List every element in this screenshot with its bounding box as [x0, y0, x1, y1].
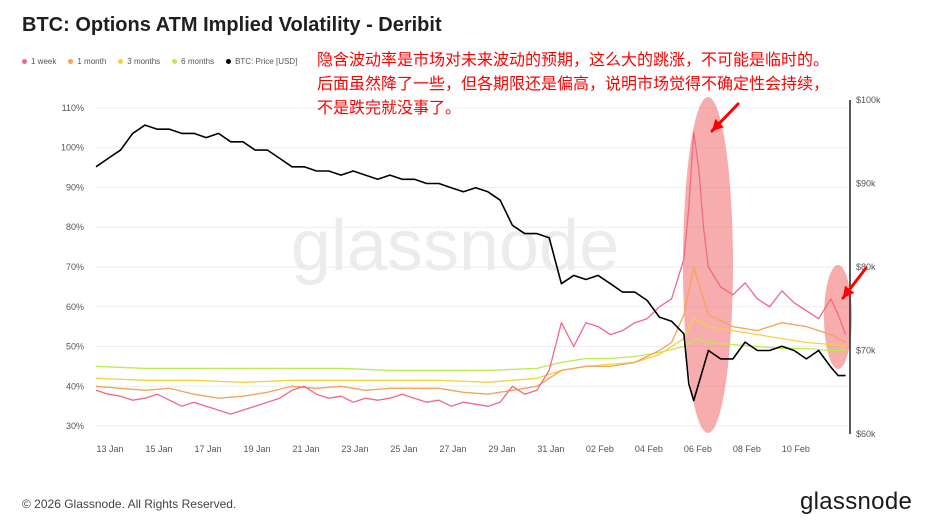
- highlight-ellipse: [824, 265, 852, 369]
- x-tick-label: 04 Feb: [635, 444, 663, 454]
- y-left-tick-label: 110%: [62, 103, 84, 113]
- watermark: glassnode: [291, 206, 619, 286]
- series-line: [95, 131, 847, 415]
- x-tick-label: 23 Jan: [341, 444, 368, 454]
- legend-dot-icon: [118, 59, 124, 64]
- legend-label: 3 months: [127, 57, 161, 66]
- legend-label: 6 months: [181, 57, 215, 66]
- legend-dot-icon: [22, 59, 27, 64]
- x-tick-label: 19 Jan: [243, 444, 270, 454]
- series-lines: [95, 124, 847, 415]
- legend-dot-icon: [68, 59, 74, 64]
- y-right-tick-label: $90k: [856, 179, 876, 189]
- y-axis-left-ticks: 30% 40% 50% 60% 70% 80% 90% 100% 110%: [61, 103, 84, 431]
- x-tick-label: 13 Jan: [96, 444, 123, 454]
- series-line: [95, 266, 846, 399]
- legend-label: BTC: Price [USD]: [235, 57, 298, 66]
- x-tick-label: 10 Feb: [782, 444, 810, 454]
- annotation-text: 隐含波动率是市场对未来波动的预期，这么大的跳涨，不可能是临时的。 后面虽然降了一些…: [317, 48, 877, 120]
- legend-item[interactable]: 1 week: [22, 57, 56, 66]
- x-axis-ticks: 13 Jan 15 Jan 17 Jan 19 Jan 21 Jan 23 Jan 25 J…: [96, 444, 809, 454]
- annotation-line: 不是跌完就没事了。: [317, 98, 462, 117]
- y-left-tick-label: 70%: [66, 262, 84, 272]
- copyright: © 2026 Glassnode. All Rights Reserved.: [22, 497, 237, 511]
- chart-title: BTC: Options ATM Implied Volatility - De…: [22, 14, 442, 36]
- y-right-tick-label: $70k: [856, 346, 876, 356]
- y-right-tick-label: $100k: [856, 95, 881, 105]
- legend-item[interactable]: 3 months: [118, 57, 160, 66]
- legend-item[interactable]: 1 month: [68, 57, 106, 66]
- x-tick-label: 21 Jan: [292, 444, 319, 454]
- arrow-icon: [710, 102, 740, 133]
- x-tick-label: 29 Jan: [488, 444, 515, 454]
- legend-dot-icon: [226, 59, 232, 64]
- legend-item[interactable]: 6 months: [172, 57, 214, 66]
- x-tick-label: 25 Jan: [390, 444, 417, 454]
- x-tick-label: 17 Jan: [194, 444, 221, 454]
- y-left-tick-label: 80%: [66, 222, 84, 232]
- y-left-tick-label: 40%: [66, 381, 84, 391]
- series-line: [95, 337, 846, 372]
- arrow-icon: [841, 266, 868, 300]
- annotation-line: 后面虽然降了一些，但各期限还是偏高，说明市场觉得不确定性会持续，: [317, 74, 830, 93]
- series-line: [95, 318, 846, 383]
- legend-label: 1 week: [31, 57, 57, 66]
- annotation-arrows: [710, 102, 868, 300]
- legend-label: 1 month: [77, 57, 107, 66]
- y-left-tick-label: 100%: [61, 143, 84, 153]
- y-left-tick-label: 30%: [66, 421, 84, 431]
- arrow-head: [843, 285, 855, 298]
- y-left-tick-label: 50%: [66, 342, 84, 352]
- legend: 1 week 1 month 3 months 6 months BTC: Price …: [22, 57, 297, 66]
- brand-logo: glassnode: [800, 488, 913, 515]
- annotation-line: 隐含波动率是市场对未来波动的预期，这么大的跳涨，不可能是临时的。: [317, 50, 830, 69]
- x-tick-label: 27 Jan: [439, 444, 466, 454]
- x-tick-label: 02 Feb: [586, 444, 614, 454]
- x-tick-label: 15 Jan: [145, 444, 172, 454]
- y-right-tick-label: $60k: [856, 429, 876, 439]
- legend-dot-icon: [172, 59, 178, 64]
- y-left-tick-label: 90%: [66, 182, 84, 192]
- series-line: [95, 124, 846, 402]
- legend-item[interactable]: BTC: Price [USD]: [226, 57, 297, 66]
- x-tick-label: 31 Jan: [537, 444, 564, 454]
- arrow-head: [712, 118, 724, 131]
- x-tick-label: 06 Feb: [684, 444, 712, 454]
- x-tick-label: 08 Feb: [733, 444, 761, 454]
- y-left-tick-label: 60%: [66, 302, 84, 312]
